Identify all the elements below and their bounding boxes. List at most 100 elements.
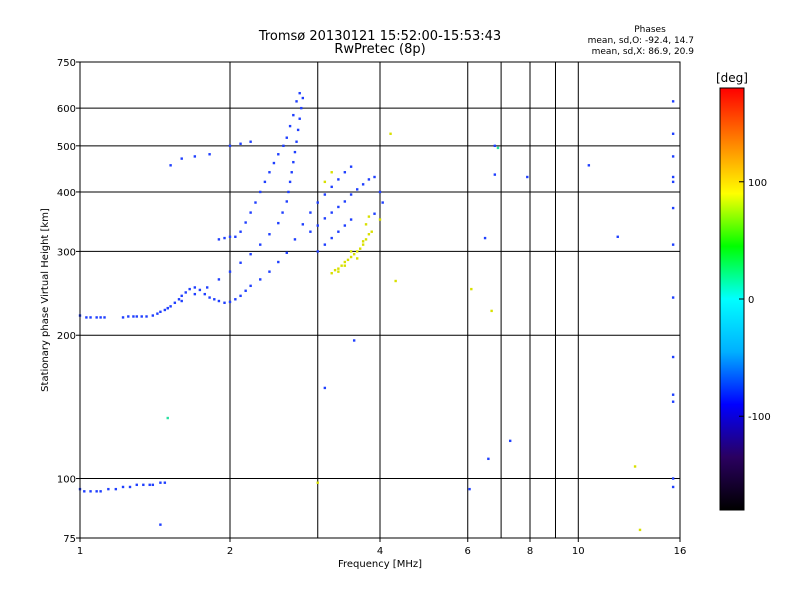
y-tick-label: 75	[63, 534, 76, 545]
data-point-other	[496, 146, 500, 150]
data-point-x	[337, 267, 340, 270]
data-point-o	[169, 305, 172, 308]
data-point-o	[337, 230, 340, 233]
data-point-o	[244, 289, 247, 292]
data-point-o	[349, 218, 353, 221]
data-point-o	[671, 155, 675, 158]
data-point-o	[145, 315, 148, 318]
data-point-o	[295, 100, 298, 103]
data-point-o	[272, 161, 276, 165]
x-tick-label: 10	[572, 546, 585, 557]
data-point-o	[135, 315, 138, 318]
data-point-x	[352, 252, 356, 256]
data-point-o	[671, 355, 675, 359]
data-point-o	[587, 164, 591, 167]
data-point-o	[268, 233, 271, 236]
data-point-x	[337, 270, 340, 273]
data-point-x	[349, 250, 353, 253]
data-point-o	[159, 481, 162, 484]
data-point-o	[99, 316, 102, 319]
data-point-o	[142, 483, 145, 487]
data-point-o	[298, 91, 301, 95]
data-point-x	[389, 132, 392, 135]
data-point-o	[337, 178, 340, 181]
data-point-o	[156, 312, 159, 315]
data-point-o	[281, 211, 284, 214]
data-point-x	[355, 257, 359, 260]
data-point-o	[277, 221, 280, 225]
data-point-o	[239, 230, 242, 233]
data-point-o	[671, 296, 675, 299]
data-point-o	[361, 183, 365, 186]
data-point-o	[213, 298, 216, 301]
data-point-o	[349, 165, 353, 168]
colorbar-tick-label: 0	[748, 295, 754, 306]
data-point-o	[323, 193, 327, 196]
data-point-o	[355, 188, 359, 191]
colorbar-ticks: 100 0 -100	[739, 178, 771, 423]
data-point-o	[316, 250, 319, 253]
x-tick-label: 16	[674, 546, 687, 557]
data-point-x	[340, 264, 343, 267]
data-point-o	[671, 175, 675, 179]
y-axis-label: Stationary phase Virtual Height [km]	[40, 208, 51, 392]
data-point-x	[355, 250, 359, 253]
data-point-x	[361, 243, 365, 246]
data-point-o	[159, 310, 162, 314]
data-point-o	[277, 153, 280, 156]
data-point-o	[205, 286, 209, 289]
data-point-o	[180, 157, 183, 160]
data-point-o	[381, 201, 384, 204]
data-point-o	[671, 485, 675, 489]
data-point-o	[193, 286, 197, 289]
data-point-o	[493, 173, 497, 176]
data-point-o	[140, 315, 143, 318]
data-point-o	[217, 299, 221, 303]
phase-stats-o: mean, sd,O: -92.4, 14.7	[588, 36, 694, 46]
data-points	[78, 91, 675, 532]
data-point-o	[239, 294, 242, 298]
data-point-other	[166, 416, 169, 420]
data-point-x	[343, 264, 347, 267]
data-point-o	[217, 278, 221, 281]
data-point-o	[249, 211, 252, 214]
data-point-o	[132, 315, 135, 318]
data-point-x	[343, 260, 347, 264]
chart-title-line2: RwPretec (8p)	[334, 42, 425, 57]
data-point-o	[285, 136, 288, 139]
data-point-o	[177, 298, 181, 301]
data-point-o	[671, 132, 675, 135]
data-point-o	[671, 243, 675, 246]
data-point-o	[151, 314, 155, 317]
x-tick-label: 2	[227, 546, 233, 557]
data-point-o	[487, 457, 490, 461]
data-point-o	[89, 316, 92, 319]
data-point-o	[228, 235, 232, 238]
data-point-o	[208, 153, 211, 156]
data-point-o	[508, 439, 512, 443]
data-point-o	[151, 483, 155, 487]
chart-title-line1: Tromsø 20130121 15:52:00-15:53:43	[258, 29, 501, 44]
y-tick-label: 750	[57, 58, 76, 69]
phase-stats-heading: Phases	[634, 25, 666, 35]
data-point-o	[223, 301, 226, 304]
data-point-o	[228, 300, 232, 304]
data-point-x	[346, 258, 350, 262]
data-point-o	[83, 490, 86, 493]
data-point-o	[228, 270, 232, 273]
y-tick-label: 400	[57, 188, 76, 199]
data-point-o	[349, 193, 353, 196]
data-point-o	[285, 200, 288, 203]
data-point-x	[316, 481, 319, 484]
data-point-x	[323, 180, 327, 184]
data-point-o	[259, 278, 262, 281]
data-point-o	[103, 316, 106, 319]
data-point-x	[361, 240, 365, 243]
data-point-o	[323, 243, 327, 246]
data-point-o	[330, 185, 333, 189]
data-point-o	[352, 339, 356, 342]
data-point-x	[358, 247, 362, 250]
data-point-o	[254, 201, 257, 204]
phase-stats-x: mean, sd,X: 86.9, 20.9	[592, 47, 695, 57]
